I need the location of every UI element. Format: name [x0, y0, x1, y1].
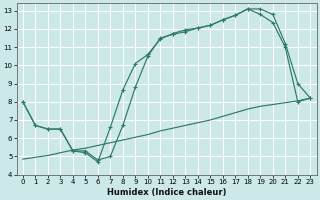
X-axis label: Humidex (Indice chaleur): Humidex (Indice chaleur) [107, 188, 226, 197]
